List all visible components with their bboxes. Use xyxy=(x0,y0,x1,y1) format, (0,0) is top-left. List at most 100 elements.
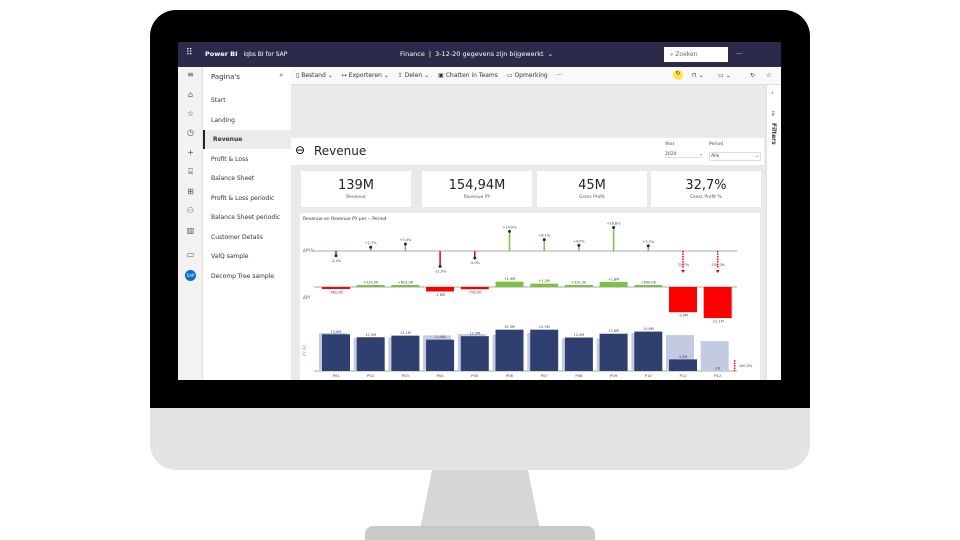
delta-bar xyxy=(460,287,489,290)
chart-title: Revenue en Revenue PY per -, Period xyxy=(303,216,386,222)
back-arrow-icon[interactable]: ⊖ xyxy=(295,143,306,157)
learn-icon[interactable]: ▥ xyxy=(186,226,195,235)
page-item[interactable]: Profit & Loss xyxy=(211,155,249,163)
row-label: ΔPY% xyxy=(303,248,315,253)
home-icon[interactable]: ⌂ xyxy=(187,90,194,99)
ac-bar xyxy=(391,335,420,371)
page-item[interactable]: Decomp Tree sample xyxy=(211,272,275,280)
nav-rail: ≡ ⌂ ☆ ◷ + ⌸ ⊞ ⚇ ▥ ▭ SAP xyxy=(178,67,203,380)
workspaces-icon[interactable]: ▭ xyxy=(186,250,195,259)
page-item[interactable]: Customer Details xyxy=(211,233,263,241)
revenue-chart: Revenue en Revenue PY per -, Period ΔPY% Δ… xyxy=(300,213,760,380)
category-label: P05 xyxy=(471,373,479,378)
collapse-pages-icon[interactable]: « xyxy=(279,71,284,79)
kpi-card[interactable]: 154,94M Revenue PY xyxy=(422,171,532,207)
row-label: ΔPY xyxy=(303,295,311,300)
app-launcher-icon[interactable]: ⠿ xyxy=(186,48,193,58)
delta-pct-dot xyxy=(403,242,407,246)
recent-icon[interactable]: ◷ xyxy=(187,128,194,137)
period-slicer[interactable]: Alle ⌄ xyxy=(709,152,761,161)
ac-label: 4,3M xyxy=(679,355,688,359)
ac-bar xyxy=(495,329,524,371)
comment-button[interactable]: ▭ Opmerking xyxy=(506,72,548,79)
delta-pct-dot xyxy=(542,238,546,242)
delta-label: -9,0M xyxy=(678,314,688,318)
delta-label: -462,0K xyxy=(329,291,343,295)
toolbar: ▯ Bestand ⌄ ↦ Exporteren ⌄ ⇪ Delen ⌄ ▣ C… xyxy=(178,67,781,85)
page-item[interactable]: Balance Sheet xyxy=(211,175,255,182)
year-slicer[interactable]: 2020 ⌄ xyxy=(665,152,703,158)
category-label: P03 xyxy=(402,373,410,378)
file-menu[interactable]: ▯ Bestand ⌄ xyxy=(296,72,333,79)
overflow-marker xyxy=(681,270,685,273)
kpi-label: Gross Profit xyxy=(579,195,605,200)
delta-bar xyxy=(322,287,350,289)
row-label: PY AC xyxy=(302,344,307,356)
shared-icon[interactable]: ⚇ xyxy=(186,206,195,215)
kpi-label: Gross Profit % xyxy=(690,195,722,200)
chart-svg: Revenue en Revenue PY per -, Period ΔPY% Δ… xyxy=(302,216,753,378)
delta-bar xyxy=(703,287,732,319)
delta-bar xyxy=(495,281,524,287)
export-menu[interactable]: ↦ Exporteren ⌄ xyxy=(341,72,389,79)
reset-icon[interactable]: ↻ xyxy=(673,70,683,80)
sap-icon[interactable]: SAP xyxy=(185,270,196,281)
delta-bar xyxy=(391,285,420,287)
ac-label: 14,6M xyxy=(643,327,654,331)
page-item[interactable]: Revenue xyxy=(203,130,291,149)
delta-label: -1,6M xyxy=(435,293,445,297)
delta-bar xyxy=(356,285,385,287)
delta-pct-label: -70,7% xyxy=(677,263,690,267)
delta-pct-dot xyxy=(369,245,373,249)
category-label: P04 xyxy=(437,373,445,378)
view-icon[interactable]: ▭ ⌄ xyxy=(718,72,731,79)
teams-button[interactable]: ▣ Chatten in Teams xyxy=(438,72,498,79)
report-header: ⊖ Revenue Year 2020 ⌄ Period Alle ⌄ xyxy=(291,138,764,165)
bookmark-icon[interactable]: ⊓ ⌄ xyxy=(692,72,704,79)
search-input[interactable]: ⌕ Zoeken xyxy=(664,47,728,62)
kpi-value: 139M xyxy=(337,178,375,193)
ac-bar xyxy=(634,331,663,371)
refresh-icon[interactable]: ↻ xyxy=(750,72,756,79)
kpi-card[interactable]: 139M Revenue xyxy=(301,171,411,207)
filters-pane[interactable]: ‹ ⊽ Filters xyxy=(766,85,781,380)
ac-bar xyxy=(460,336,489,371)
kpi-card[interactable]: 45M Gross Profit xyxy=(537,171,647,207)
delta-pct-dot xyxy=(612,225,616,229)
more-button[interactable]: ··· xyxy=(736,50,743,58)
apps-icon[interactable]: ⊞ xyxy=(187,187,194,196)
star-icon[interactable]: ☆ xyxy=(186,109,195,118)
kpi-value: 154,94M xyxy=(448,178,506,193)
page-item[interactable]: ValQ sample xyxy=(211,253,249,260)
kpi-card[interactable]: 32,7% Gross Profit % xyxy=(651,171,761,207)
share-menu[interactable]: ⇪ Delen ⌄ xyxy=(397,72,430,79)
page-item[interactable]: Start xyxy=(211,97,226,104)
more-options-button[interactable]: ··· xyxy=(556,72,563,79)
delta-label: +1,8M xyxy=(608,277,620,281)
datasets-icon[interactable]: ⌸ xyxy=(188,167,193,176)
delta-pct-label: +2,7% xyxy=(365,241,377,245)
ac-label: 15,3M xyxy=(504,325,515,329)
ac-label: 12,5M xyxy=(365,333,376,337)
delta-bar xyxy=(669,287,697,313)
ac-label: 12,4M xyxy=(573,333,584,337)
page-item[interactable]: Profit & Loss periodic xyxy=(211,194,275,202)
workspace[interactable]: iqbs BI for SAP xyxy=(243,50,288,58)
category-label: P02 xyxy=(367,373,375,378)
create-icon[interactable]: + xyxy=(187,148,194,157)
expand-filters-icon[interactable]: ‹ xyxy=(771,89,774,97)
ac-label: 11,6M xyxy=(435,335,446,339)
refresh-status[interactable]: 3-12-20 gegevens zijn bijgewerkt xyxy=(435,50,544,58)
favorite-icon[interactable]: ☆ xyxy=(766,72,772,79)
page-item[interactable]: Balance Sheet periodic xyxy=(211,214,281,221)
chevron-down-icon[interactable]: ⌄ xyxy=(547,50,554,58)
pages-title: Pagina's xyxy=(211,73,240,81)
delta-label: +623,0K xyxy=(398,281,414,285)
top-bar: ⠿ Power BI iqbs BI for SAP Finance | 3-1… xyxy=(178,42,781,67)
delta-pct-label: +8,1% xyxy=(538,234,550,238)
page-item[interactable]: Landing xyxy=(211,116,235,124)
delta-pct-dot xyxy=(646,244,650,248)
ac-bar xyxy=(322,334,350,371)
menu-icon[interactable]: ≡ xyxy=(187,70,194,79)
brand[interactable]: Power BI xyxy=(205,50,238,58)
